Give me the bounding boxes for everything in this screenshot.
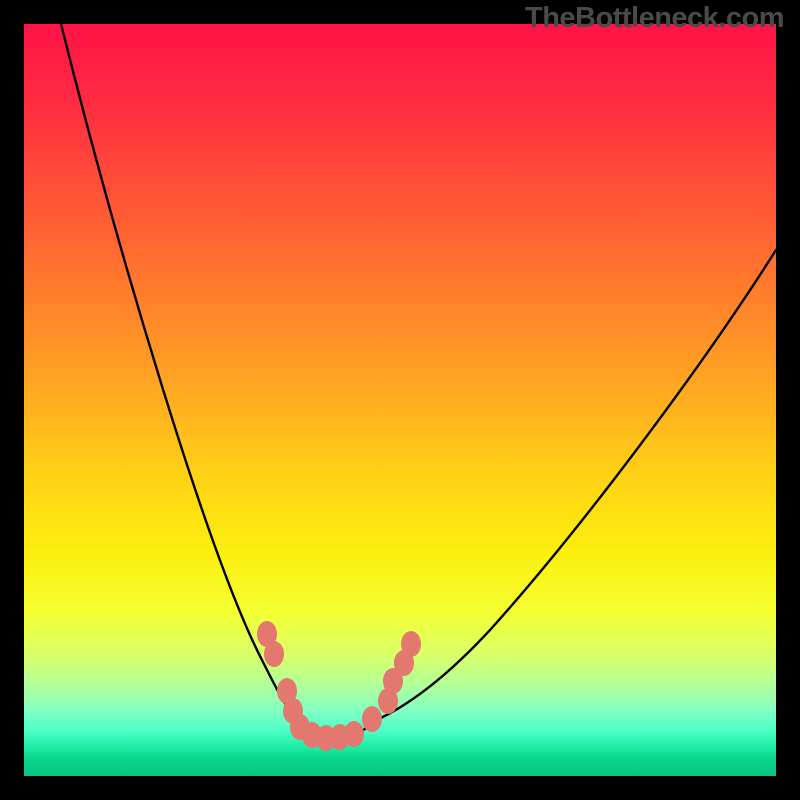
data-marker: [362, 706, 382, 732]
watermark-text: TheBottleneck.com: [525, 2, 784, 35]
data-marker: [401, 631, 421, 657]
data-marker: [264, 641, 284, 667]
bottleneck-chart: [0, 0, 800, 800]
data-marker: [344, 721, 364, 747]
